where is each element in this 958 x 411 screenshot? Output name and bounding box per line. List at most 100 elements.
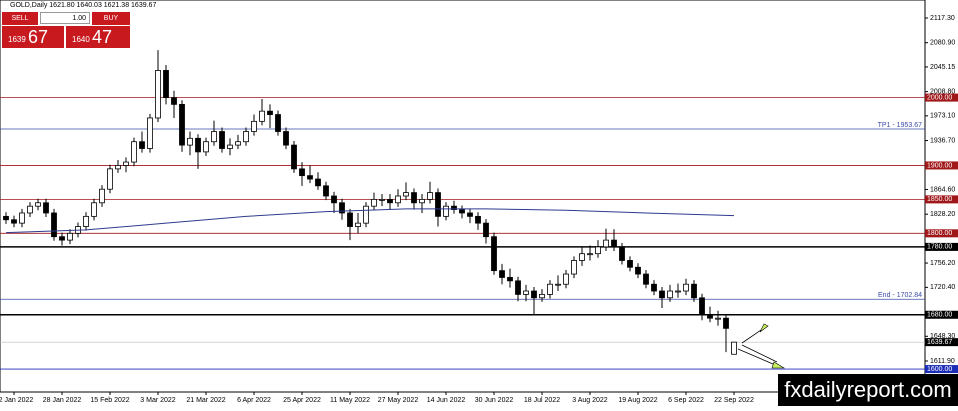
candle-body bbox=[635, 266, 641, 275]
candle-body bbox=[91, 202, 97, 217]
candle-body bbox=[11, 219, 17, 224]
y-tick-label: 2045.15 bbox=[930, 64, 955, 71]
candle-body bbox=[139, 141, 145, 149]
buy-button[interactable]: BUY bbox=[92, 12, 130, 25]
candle-body bbox=[331, 195, 337, 204]
level-label-box bbox=[925, 93, 958, 102]
candle-body bbox=[3, 215, 9, 221]
x-tick-label: 14 Jun 2022 bbox=[427, 397, 466, 404]
candle-body bbox=[35, 202, 41, 207]
candle-body bbox=[515, 280, 521, 295]
candle-body bbox=[395, 195, 401, 204]
last-price-box bbox=[925, 338, 958, 347]
candle-body bbox=[667, 290, 673, 299]
candle-body bbox=[547, 283, 553, 295]
level-label: 1800.00 bbox=[927, 230, 952, 237]
candle-body bbox=[587, 253, 593, 256]
candle-body bbox=[299, 168, 305, 177]
level-label-box bbox=[925, 242, 958, 251]
candle-body bbox=[355, 222, 361, 227]
x-tick-label: 6 Apr 2022 bbox=[237, 397, 271, 404]
x-tick-label: 19 Aug 2022 bbox=[618, 397, 657, 404]
y-tick-label: 2117.30 bbox=[930, 15, 955, 22]
candle-body bbox=[267, 110, 273, 115]
y-tick-label: 1973.10 bbox=[930, 113, 955, 120]
candle-body bbox=[731, 341, 737, 355]
candle-body bbox=[691, 283, 697, 299]
candle-body bbox=[363, 205, 369, 224]
candle-body bbox=[579, 253, 585, 261]
candle-body bbox=[507, 277, 513, 282]
y-tick-label: 1720.40 bbox=[930, 284, 955, 291]
candle-body bbox=[83, 215, 89, 227]
candle-body bbox=[315, 178, 321, 187]
x-tick-label: 3 Mar 2022 bbox=[140, 397, 176, 404]
ask-main: 1640 bbox=[72, 35, 90, 44]
level-label: 2000.00 bbox=[927, 94, 952, 101]
candle-body bbox=[619, 246, 625, 261]
candle-body bbox=[595, 246, 601, 255]
level-label: TP1 - 1953.67 bbox=[878, 122, 922, 129]
candle-body bbox=[555, 283, 561, 286]
level-label: 1900.00 bbox=[927, 162, 952, 169]
x-tick-label: 28 Jan 2022 bbox=[43, 397, 82, 404]
candle-body bbox=[683, 283, 689, 292]
candle-body bbox=[259, 110, 265, 122]
candle-body bbox=[307, 175, 313, 180]
candle-body bbox=[523, 290, 529, 295]
x-tick-label: 21 Mar 2022 bbox=[186, 397, 225, 404]
candle-body bbox=[131, 141, 137, 163]
x-tick-label: 11 May 2022 bbox=[330, 397, 370, 404]
sell-button[interactable]: SELL bbox=[2, 12, 38, 25]
candle-body bbox=[627, 260, 633, 268]
candle-body bbox=[483, 222, 489, 238]
candle-body bbox=[611, 239, 617, 248]
moving-average bbox=[5, 208, 735, 234]
candle-body bbox=[59, 236, 65, 241]
candle-body bbox=[659, 290, 665, 299]
candle-body bbox=[243, 131, 249, 143]
candle-body bbox=[419, 198, 425, 204]
candle-body bbox=[99, 188, 105, 204]
x-tick-label: 30 Jun 2022 bbox=[475, 397, 514, 404]
level-label: 1850.00 bbox=[927, 196, 952, 203]
candle-body bbox=[427, 192, 433, 200]
candle-body bbox=[323, 185, 329, 197]
candle-body bbox=[235, 141, 241, 146]
level-label: 1600.00 bbox=[927, 366, 952, 373]
candle-body bbox=[699, 297, 705, 316]
ask-pips: 47 bbox=[92, 27, 113, 47]
candle-body bbox=[435, 192, 441, 217]
ask-price[interactable]: 1640 47 bbox=[66, 26, 130, 48]
level-label-box bbox=[925, 365, 958, 374]
x-tick-label: 22 Sep 2022 bbox=[714, 397, 754, 404]
candle-body bbox=[459, 209, 465, 214]
bid-price[interactable]: 1639 67 bbox=[2, 26, 64, 48]
level-label: 1680.00 bbox=[927, 312, 952, 319]
candle-body bbox=[211, 131, 217, 143]
candle-body bbox=[651, 283, 657, 292]
candle-body bbox=[203, 141, 209, 153]
candle-body bbox=[195, 137, 201, 153]
candle-body bbox=[467, 212, 473, 217]
candle-body bbox=[251, 120, 257, 132]
candle-body bbox=[675, 290, 681, 293]
arrow-head bbox=[771, 361, 786, 369]
candle-body bbox=[179, 103, 185, 146]
lot-size[interactable]: 1.00 bbox=[40, 12, 90, 24]
projection-arrow bbox=[741, 344, 778, 363]
y-tick-label: 1756.20 bbox=[930, 260, 955, 267]
x-tick-label: 25 Apr 2022 bbox=[283, 397, 321, 404]
y-tick-label: 2080.90 bbox=[930, 40, 955, 47]
x-tick-label: 3 Aug 2022 bbox=[572, 397, 608, 404]
y-tick-label: 1648.30 bbox=[930, 333, 955, 340]
x-tick-label: 15 Feb 2022 bbox=[90, 397, 129, 404]
candle-body bbox=[371, 198, 377, 207]
candle-body bbox=[347, 212, 353, 227]
candle-body bbox=[443, 205, 449, 217]
level-label-box bbox=[925, 195, 958, 204]
y-tick-label: 1611.90 bbox=[930, 358, 955, 365]
candle-body bbox=[187, 137, 193, 146]
candle-body bbox=[603, 239, 609, 248]
